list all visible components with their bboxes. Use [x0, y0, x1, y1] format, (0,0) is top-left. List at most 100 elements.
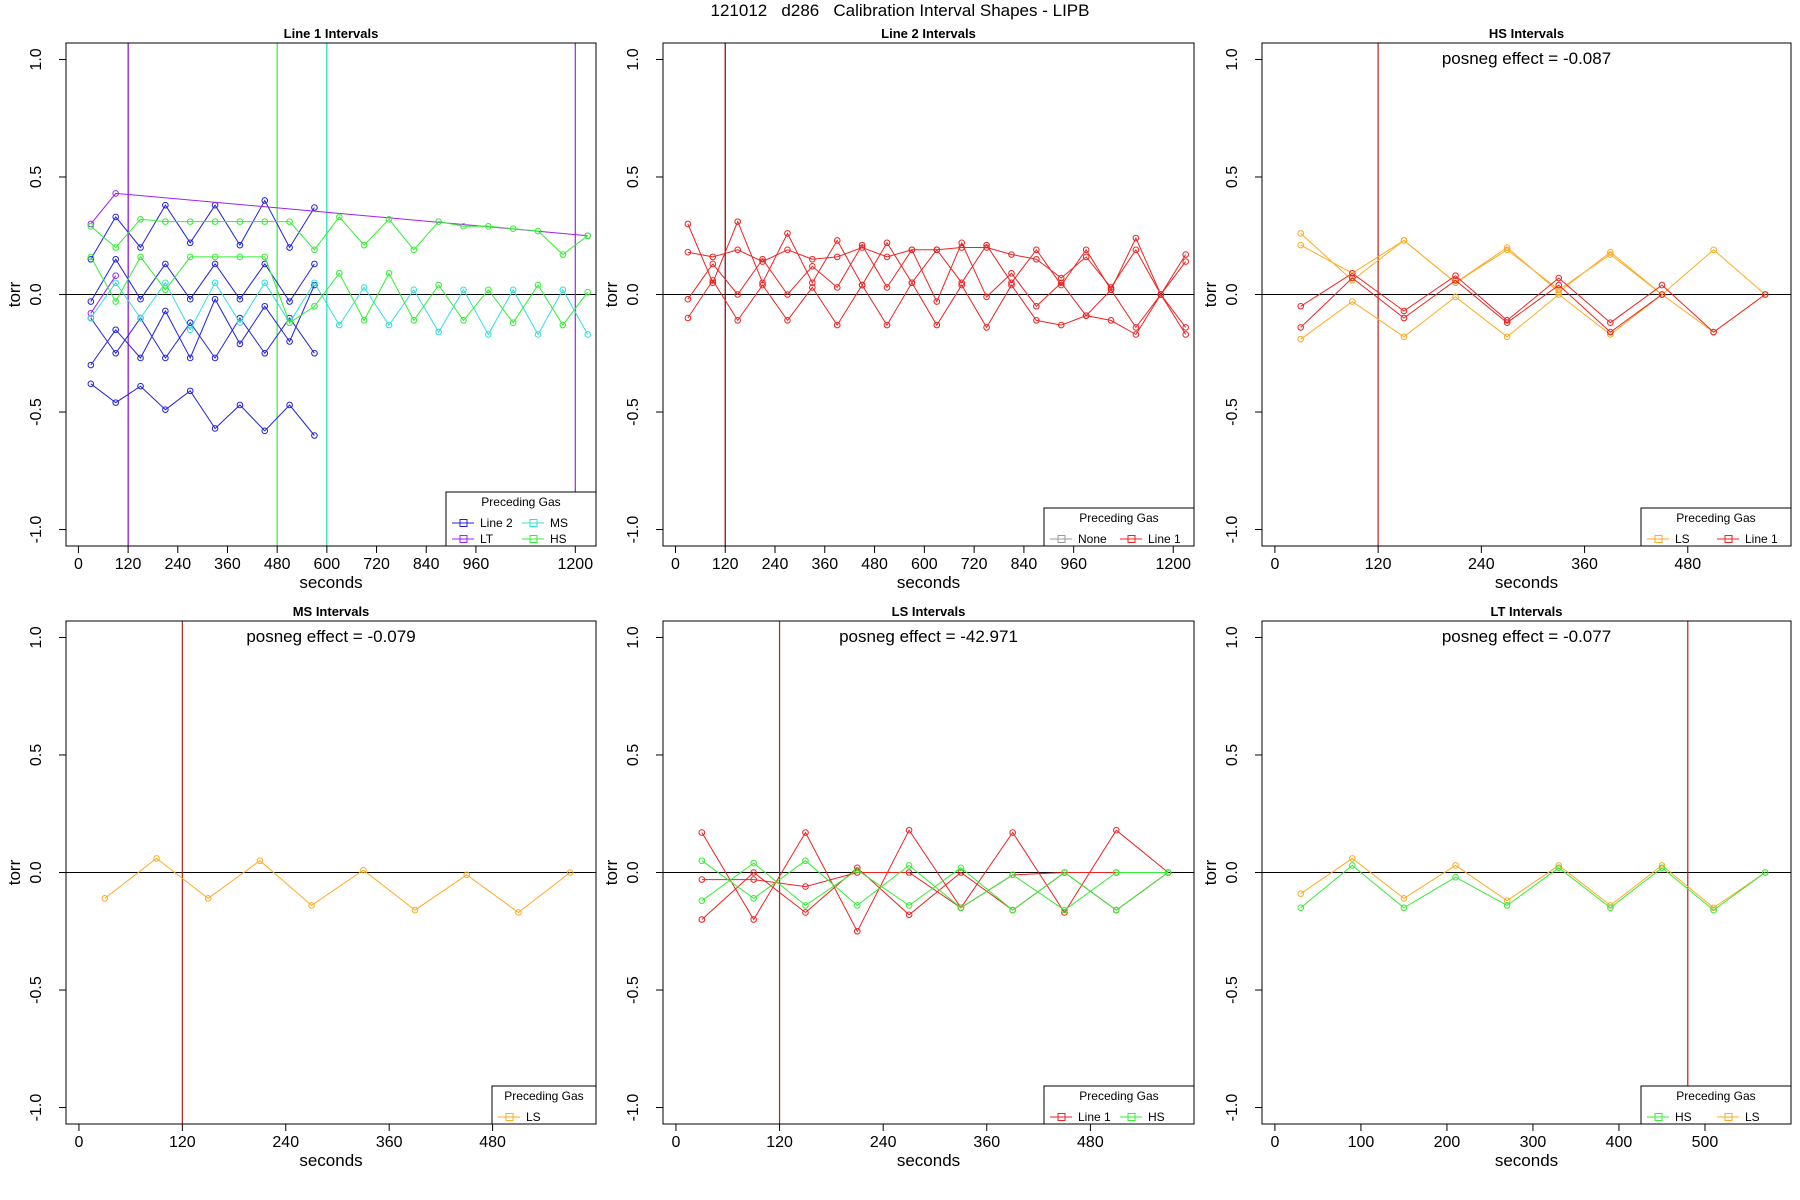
data-point — [1503, 897, 1511, 905]
data-point — [435, 328, 442, 336]
chart-panel-3: HS Intervals 0 120 240 360 480 seconds -1.0 -0.5… — [1201, 26, 1792, 592]
x-tick-label: 120 — [169, 1134, 196, 1151]
data-point — [311, 349, 318, 357]
chart-title: HS Intervals — [1489, 26, 1564, 41]
data-point — [1658, 864, 1666, 872]
legend-label: LS — [1675, 532, 1690, 546]
data-point — [1297, 904, 1305, 912]
data-point — [261, 197, 269, 204]
y-tick-label: 0.5 — [28, 744, 45, 766]
data-point — [905, 911, 913, 919]
legend-title: Preceding Gas — [1079, 511, 1158, 525]
data-point — [186, 253, 194, 261]
data-point — [908, 246, 916, 254]
legend-swatch-marker — [1057, 535, 1066, 543]
data-point — [958, 244, 965, 251]
y-tick-label: 0.5 — [625, 166, 642, 188]
chart-panel-4: MS Intervals 0 120 240 360 480 seconds -1.0 -0.5… — [5, 604, 597, 1170]
posneg-annotation: posneg effect = -0.079 — [246, 627, 415, 646]
legend-swatch-marker — [529, 535, 538, 543]
x-axis-label: seconds — [897, 573, 960, 592]
data-point — [1349, 270, 1356, 277]
data-point — [236, 218, 244, 225]
data-point — [385, 321, 393, 329]
data-point — [435, 218, 442, 225]
data-point — [1349, 298, 1356, 305]
data-point — [809, 262, 816, 270]
data-point — [684, 314, 692, 322]
data-point — [1009, 906, 1016, 914]
data-point — [784, 317, 791, 324]
data-point — [1297, 324, 1305, 331]
data-point — [1009, 871, 1016, 879]
data-point — [1297, 890, 1305, 897]
data-point — [698, 857, 706, 865]
data-point — [360, 241, 368, 249]
y-tick-label: 0.0 — [28, 861, 45, 883]
y-tick-label: -1.0 — [625, 1094, 642, 1122]
legend-item: Line 2 — [452, 516, 513, 530]
data-point — [186, 295, 194, 303]
data-point — [784, 246, 791, 254]
y-tick-label: -1.0 — [28, 516, 45, 544]
y-tick-label: -0.5 — [1224, 398, 1241, 426]
data-point — [112, 298, 119, 305]
data-point — [360, 284, 368, 291]
x-tick-label: 0 — [74, 1134, 83, 1151]
y-axis-label: torr — [1201, 859, 1220, 885]
data-point — [236, 319, 244, 327]
y-tick-label: 0.0 — [28, 283, 45, 305]
data-point — [802, 829, 809, 836]
data-point — [709, 253, 717, 261]
x-tick-label: 600 — [314, 556, 341, 573]
data-point — [236, 295, 244, 303]
x-tick-label: 480 — [861, 556, 888, 573]
data-point — [858, 281, 866, 289]
data-point — [1033, 302, 1040, 310]
data-point — [1452, 293, 1459, 301]
data-point — [802, 883, 809, 890]
series-line — [90, 275, 117, 314]
x-tick-label: 0 — [671, 556, 680, 573]
data-point — [162, 279, 169, 287]
x-tick-label: 360 — [1571, 556, 1598, 573]
data-point — [311, 432, 318, 439]
data-point — [1057, 274, 1065, 282]
series-hs — [698, 859, 1172, 914]
y-tick-label: -0.5 — [1224, 976, 1241, 1004]
data-point — [584, 331, 592, 338]
x-tick-label: 480 — [479, 1134, 506, 1151]
legend-label: Line 1 — [1745, 532, 1778, 546]
series-hs — [1297, 862, 1769, 914]
legend-swatch-marker — [1654, 1113, 1663, 1121]
legend-label: None — [1078, 532, 1107, 546]
y-tick-label: 0.5 — [1224, 744, 1241, 766]
legend-label: HS — [550, 532, 567, 546]
data-point — [559, 321, 567, 329]
data-point — [509, 286, 517, 294]
legend: Preceding Gas Line 2 MS LT HS — [445, 491, 597, 547]
data-point — [137, 215, 144, 223]
series-line — [1300, 233, 1766, 296]
legend-box — [1043, 1085, 1195, 1125]
legend-item: HS — [1647, 1110, 1692, 1124]
data-point — [957, 869, 965, 876]
data-point — [802, 857, 809, 865]
data-point — [833, 284, 841, 291]
data-point — [809, 284, 816, 291]
legend: Preceding Gas None Line 1 — [1043, 507, 1195, 547]
series-ls — [1297, 230, 1769, 298]
data-point — [1607, 904, 1614, 912]
x-axis: 0 120 240 360 480 seconds — [1270, 545, 1701, 592]
data-point — [858, 241, 866, 249]
chart-title: LT Intervals — [1490, 604, 1562, 619]
legend-swatch-marker — [505, 1113, 514, 1121]
data-point — [211, 260, 219, 268]
data-point — [460, 286, 467, 294]
x-tick-label: 120 — [766, 1134, 793, 1151]
data-point — [162, 201, 169, 209]
data-point — [750, 869, 757, 876]
data-point — [485, 223, 492, 230]
x-tick-label: 400 — [1606, 1134, 1633, 1151]
x-tick-label: 300 — [1520, 1134, 1547, 1151]
